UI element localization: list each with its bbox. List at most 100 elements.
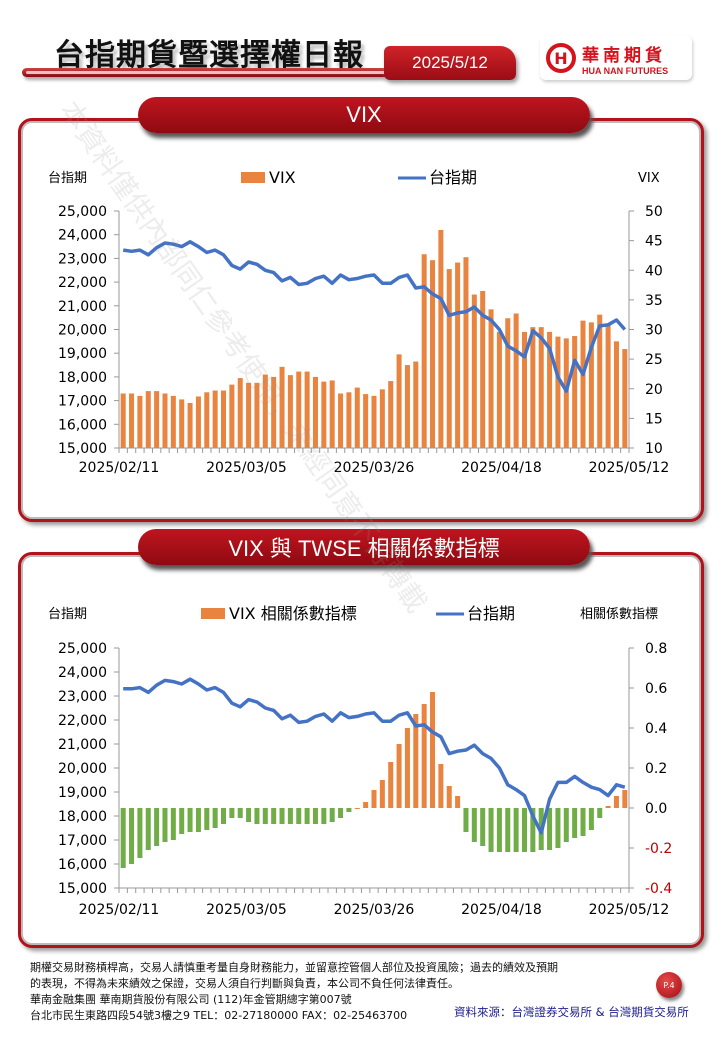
bar [446, 269, 452, 448]
bar [530, 327, 536, 448]
vix-panel: 台指期 VIX VIX 台指期 25,000 24,000 23,000 22,000 21,0… [18, 118, 704, 522]
hua-nan-h-icon: H [546, 43, 576, 73]
x-tick-label: 2025/04/18 [461, 460, 542, 476]
bar [271, 808, 277, 824]
left-tick-label: 21,000 [58, 299, 107, 315]
bar [312, 376, 318, 448]
bar [563, 338, 569, 448]
bar [622, 349, 628, 448]
left-tick-label: 18,000 [58, 809, 107, 825]
bar [563, 808, 569, 842]
legend-bar-swatch [201, 608, 225, 619]
bar [455, 262, 461, 448]
bar [229, 808, 235, 818]
bar [195, 396, 201, 448]
bar [296, 371, 302, 448]
page-number-badge: P.4 [656, 972, 682, 998]
logo-chinese-name: 華南期貨 [582, 45, 666, 66]
bar [154, 391, 160, 448]
bar [279, 808, 285, 824]
bar [505, 318, 511, 448]
bar [170, 395, 176, 448]
bar [287, 375, 293, 448]
bar [145, 391, 151, 448]
bar [404, 728, 410, 808]
company-line: 華南金融集團 華南期貨股份有限公司 (112)年金管期總字第007號 [30, 993, 352, 1006]
bar [212, 390, 218, 448]
bar [371, 395, 377, 448]
bar [547, 808, 553, 850]
bar [312, 808, 318, 824]
bar [455, 796, 461, 808]
bar [613, 341, 619, 448]
right-tick-label: 0.4 [645, 721, 667, 737]
taiex-line [122, 240, 627, 393]
logo-english-name: HUA NAN FUTURES [582, 65, 669, 76]
bar [221, 390, 227, 448]
legend-bar-label: VIX [269, 168, 296, 187]
bar [363, 394, 369, 448]
bar [221, 808, 227, 824]
bar [204, 808, 210, 830]
bar [321, 808, 327, 824]
bar [597, 314, 603, 448]
bar [438, 764, 444, 808]
bar [195, 808, 201, 832]
bar [279, 366, 285, 448]
right-tick-label: 0.8 [645, 641, 667, 657]
bar [246, 382, 252, 448]
x-tick-label: 2025/03/26 [334, 902, 415, 918]
taiex-line [123, 677, 626, 835]
x-tick-label: 2025/04/18 [461, 902, 542, 918]
left-tick-label: 20,000 [58, 323, 107, 339]
right-axis-title: VIX [638, 171, 660, 186]
bar [237, 808, 243, 818]
bar [613, 796, 619, 808]
bar [496, 808, 502, 852]
bar [538, 327, 544, 448]
bar [162, 393, 168, 448]
left-axis-title: 台指期 [48, 171, 87, 186]
right-tick-label: 0.2 [645, 761, 667, 777]
bar [421, 254, 427, 448]
x-tick-label: 2025/03/05 [206, 460, 287, 476]
left-tick-label: 19,000 [58, 785, 107, 801]
bar [463, 808, 469, 832]
bar [354, 808, 360, 809]
left-tick-label: 23,000 [58, 689, 107, 705]
bar [388, 381, 394, 448]
correlation-chart: 台指期 相關係數指標 VIX 相關係數指標 台指期 25,000 24,000 23,000… [48, 604, 672, 918]
right-tick-label: 45 [645, 234, 663, 250]
bar [145, 808, 151, 850]
bar [212, 808, 218, 828]
left-tick-label: 25,000 [58, 641, 107, 657]
bar [120, 393, 126, 448]
left-tick-label: 22,000 [58, 275, 107, 291]
bar [421, 704, 427, 808]
bar [413, 714, 419, 808]
disclaimer-line: 的表現，不得為未來績效之保證，交易人須自行判斷與負責，本公司不負任何法律責任。 [30, 977, 459, 990]
bar [329, 380, 335, 448]
bar [346, 808, 352, 812]
bar [187, 402, 193, 448]
bar [129, 808, 135, 864]
left-tick-label: 23,000 [58, 251, 107, 267]
legend-line-label: 台指期 [429, 168, 477, 187]
bar [354, 387, 360, 448]
bar [572, 808, 578, 838]
right-axis-title: 相關係數指標 [580, 607, 658, 622]
bar [246, 808, 252, 822]
left-tick-label: 21,000 [58, 737, 107, 753]
bar [572, 336, 578, 448]
bar [262, 808, 268, 824]
bar [304, 808, 310, 824]
bar [254, 382, 260, 448]
x-tick-label: 2025/02/11 [79, 902, 160, 918]
correlation-panel-tab: VIX 與 TWSE 相關係數指標 [138, 529, 590, 565]
left-tick-label: 17,000 [58, 394, 107, 410]
bar [555, 808, 561, 848]
vix-panel-tab: VIX [138, 97, 590, 133]
bar [262, 374, 268, 448]
bar [254, 808, 260, 824]
x-tick-label: 2025/05/12 [589, 460, 670, 476]
